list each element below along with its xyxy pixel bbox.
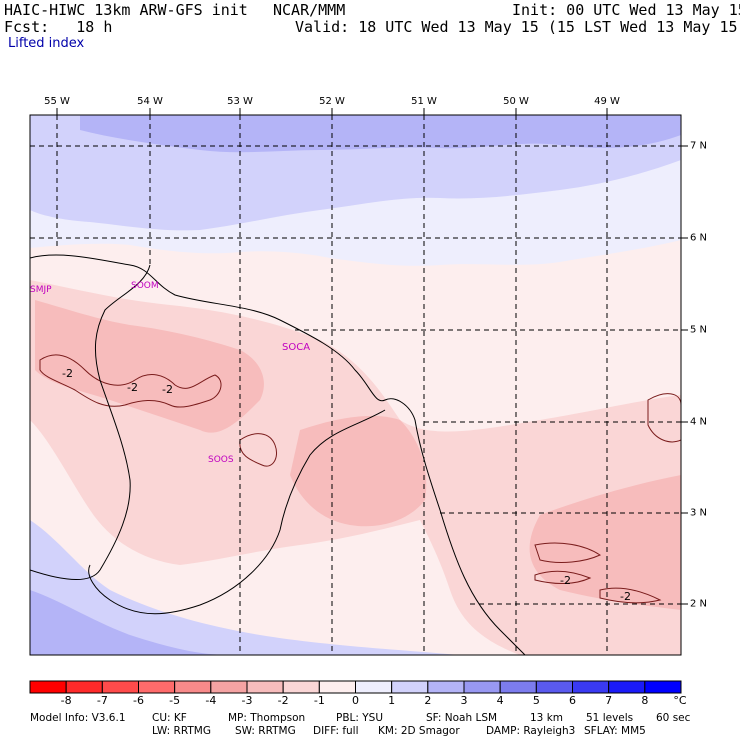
map-frame bbox=[29, 114, 682, 656]
lat-label: 5 N bbox=[690, 324, 708, 336]
frame-ticks bbox=[56, 108, 688, 605]
colorbar-swatch bbox=[29, 680, 67, 694]
stable-band-3 bbox=[80, 115, 681, 153]
surface-scheme: SF: Noah LSM bbox=[426, 712, 498, 724]
lat-label: 7 N bbox=[690, 140, 708, 152]
colorbar-swatch bbox=[282, 680, 320, 694]
colorbar-tick-label: 8 bbox=[641, 694, 649, 707]
lon-label: 51 W bbox=[411, 96, 437, 107]
lon-label: 49 W bbox=[594, 96, 620, 107]
stable-sw bbox=[30, 520, 460, 655]
microphysics-scheme: MP: Thompson bbox=[228, 712, 306, 724]
colorbar-tick-label: -6 bbox=[133, 694, 144, 707]
contour-west bbox=[39, 354, 222, 408]
resolution: 13 km bbox=[530, 712, 564, 724]
cumulus-scheme: CU: KF bbox=[152, 712, 187, 724]
coastline bbox=[30, 254, 526, 655]
colorbar-tick-label: -8 bbox=[60, 694, 72, 707]
contour-label: -2 bbox=[620, 590, 631, 603]
unstable-core-east bbox=[529, 475, 681, 610]
station-label: SOOS bbox=[208, 455, 234, 465]
colorbar-swatch bbox=[355, 680, 393, 694]
lat-label: 3 N bbox=[690, 507, 708, 519]
shortwave-scheme: SW: RRTMG bbox=[235, 725, 296, 737]
colorbar-swatch bbox=[535, 680, 573, 694]
damping: DAMP: Rayleigh3 bbox=[486, 725, 576, 737]
colorbar bbox=[29, 680, 682, 694]
contour-label: -2 bbox=[127, 381, 138, 394]
colorbar-swatch bbox=[572, 680, 610, 694]
unstable-core-west bbox=[35, 300, 264, 433]
contour-east-4 bbox=[647, 393, 681, 443]
colorbar-tick-label: 2 bbox=[424, 694, 432, 707]
km-scheme: KM: 2D Smagor bbox=[378, 725, 460, 737]
model-info: Model Info: V3.6.1 bbox=[30, 712, 126, 724]
lon-label: 54 W bbox=[137, 96, 163, 107]
longwave-scheme: LW: RRTMG bbox=[152, 725, 211, 737]
contour-label: -2 bbox=[560, 574, 571, 587]
colorbar-swatch bbox=[499, 680, 537, 694]
lat-label: 4 N bbox=[690, 416, 708, 428]
field-name: Lifted index bbox=[8, 36, 85, 51]
colorbar-swatch bbox=[463, 680, 501, 694]
colorbar-tick-label: 4 bbox=[496, 694, 504, 707]
valid-time: Valid: 18 UTC Wed 13 May 15 (15 LST Wed … bbox=[295, 18, 740, 36]
colorbar-tick-label: -2 bbox=[277, 694, 289, 707]
colorbar-swatch bbox=[210, 680, 248, 694]
colorbar-swatch bbox=[138, 680, 176, 694]
colorbar-unit: °C bbox=[673, 694, 687, 707]
colorbar-swatch bbox=[101, 680, 140, 694]
stable-sw-2 bbox=[30, 590, 230, 655]
model-title: HAIC-HIWC 13km ARW-GFS init bbox=[4, 1, 248, 19]
colorbar-swatch bbox=[391, 680, 429, 694]
station-label: SOOM bbox=[131, 281, 159, 291]
contour-central bbox=[239, 433, 277, 467]
lon-label: 55 W bbox=[44, 96, 70, 107]
diffusion: DIFF: full bbox=[313, 725, 359, 737]
lon-label: 50 W bbox=[503, 96, 529, 107]
levels: 51 levels bbox=[586, 712, 634, 724]
colorbar-tick-label: 6 bbox=[569, 694, 576, 707]
colorbar-swatch bbox=[427, 680, 465, 694]
colorbar-tick-label: 0 bbox=[352, 694, 359, 707]
colorbar-tick-label: -7 bbox=[96, 694, 108, 707]
colorbar-tick-label: 5 bbox=[532, 694, 540, 707]
colorbar-swatch bbox=[318, 680, 357, 694]
colorbar-tick-label: -5 bbox=[169, 694, 181, 707]
contour-east-2 bbox=[534, 570, 592, 584]
lon-label: 52 W bbox=[319, 96, 345, 107]
station-label: SOCA bbox=[282, 342, 310, 353]
lon-label: 53 W bbox=[227, 96, 253, 107]
timestep: 60 sec bbox=[656, 712, 691, 724]
org-label: NCAR/MMM bbox=[273, 1, 346, 19]
contour-label: -2 bbox=[162, 383, 173, 396]
border-suriname-guyana bbox=[30, 264, 151, 580]
colorbar-swatch bbox=[644, 680, 682, 694]
colorbar-tick-label: 3 bbox=[460, 694, 468, 707]
colorbar-tick-label: -1 bbox=[313, 694, 325, 707]
colorbar-swatch bbox=[246, 680, 284, 694]
lat-label: 2 N bbox=[690, 598, 708, 610]
contour-east-3 bbox=[599, 587, 662, 604]
colorbar-swatch bbox=[608, 680, 646, 694]
unstable-core-central bbox=[290, 415, 427, 527]
colorbar-tick-label: 7 bbox=[605, 694, 613, 707]
init-time: Init: 00 UTC Wed 13 May 15 bbox=[512, 1, 740, 19]
pbl-scheme: PBL: YSU bbox=[336, 712, 384, 724]
station-label: SMJP bbox=[30, 285, 52, 295]
lat-lon-grid bbox=[30, 115, 681, 655]
border-suriname-guyane bbox=[88, 409, 386, 615]
colorbar-swatch bbox=[65, 680, 103, 694]
contour-label: -2 bbox=[62, 367, 73, 380]
colorbar-tick-label: -3 bbox=[241, 694, 253, 707]
colorbar-tick-label: 1 bbox=[388, 694, 396, 707]
surface-layer: SFLAY: MM5 bbox=[584, 725, 646, 737]
forecast-hour: Fcst: 18 h bbox=[4, 18, 113, 36]
colorbar-tick-label: -4 bbox=[205, 694, 217, 707]
contour-east-1 bbox=[534, 542, 602, 563]
colorbar-swatch bbox=[174, 680, 212, 694]
lat-label: 6 N bbox=[690, 232, 708, 244]
